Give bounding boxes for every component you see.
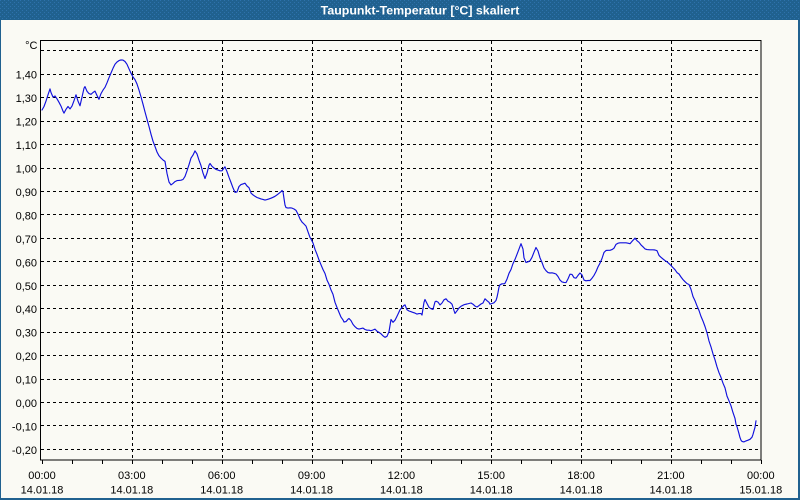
svg-text:-0,20: -0,20 (12, 445, 37, 457)
svg-text:18:00: 18:00 (567, 470, 595, 482)
svg-text:06:00: 06:00 (208, 470, 236, 482)
svg-text:0,10: 0,10 (16, 375, 37, 387)
svg-text:1,20: 1,20 (16, 117, 37, 129)
svg-text:00:00: 00:00 (747, 470, 775, 482)
svg-text:09:00: 09:00 (298, 470, 326, 482)
svg-text:-0,10: -0,10 (12, 421, 37, 433)
svg-text:1,40: 1,40 (16, 70, 37, 82)
svg-text:14.01.18: 14.01.18 (470, 485, 513, 497)
svg-text:0,20: 0,20 (16, 351, 37, 363)
svg-text:1,00: 1,00 (16, 164, 37, 176)
svg-text:14.01.18: 14.01.18 (560, 485, 603, 497)
svg-text:14.01.18: 14.01.18 (290, 485, 333, 497)
svg-text:03:00: 03:00 (118, 470, 146, 482)
svg-text:Taupunkt-Temperatur [°C] skali: Taupunkt-Temperatur [°C] skaliert (321, 4, 520, 18)
svg-text:°C: °C (25, 40, 37, 52)
svg-text:1,10: 1,10 (16, 140, 37, 152)
svg-text:0,70: 0,70 (16, 234, 37, 246)
svg-text:0,50: 0,50 (16, 281, 37, 293)
svg-text:14.01.18: 14.01.18 (200, 485, 243, 497)
svg-text:00:00: 00:00 (28, 470, 56, 482)
svg-text:14.01.18: 14.01.18 (110, 485, 153, 497)
svg-text:0,80: 0,80 (16, 210, 37, 222)
svg-text:14.01.18: 14.01.18 (649, 485, 692, 497)
svg-text:15:00: 15:00 (477, 470, 505, 482)
svg-text:21:00: 21:00 (657, 470, 685, 482)
svg-text:15.01.18: 15.01.18 (739, 485, 782, 497)
svg-text:14.01.18: 14.01.18 (380, 485, 423, 497)
svg-text:12:00: 12:00 (388, 470, 416, 482)
svg-text:0,40: 0,40 (16, 304, 37, 316)
svg-text:0,00: 0,00 (16, 398, 37, 410)
svg-text:0,90: 0,90 (16, 187, 37, 199)
svg-text:0,60: 0,60 (16, 257, 37, 269)
svg-text:0,30: 0,30 (16, 328, 37, 340)
svg-text:1,30: 1,30 (16, 93, 37, 105)
svg-text:14.01.18: 14.01.18 (21, 485, 64, 497)
